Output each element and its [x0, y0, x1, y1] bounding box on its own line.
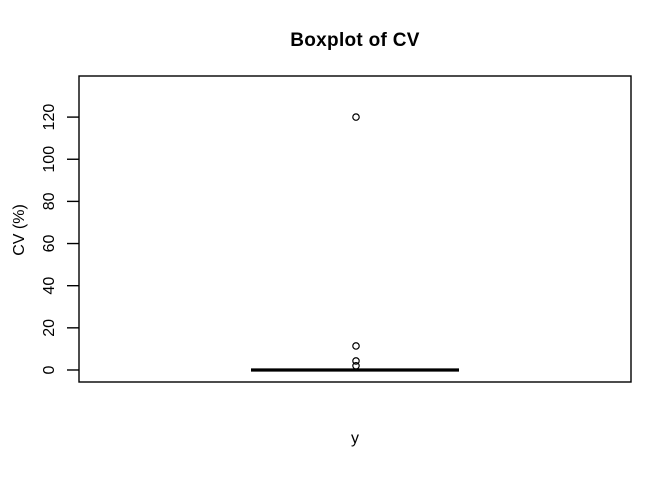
chart-title: Boxplot of CV: [290, 30, 420, 51]
y-axis-tick-label: 20: [41, 319, 58, 337]
y-axis-tick-label: 0: [41, 365, 58, 374]
outlier-point: [352, 113, 360, 121]
y-axis-tick-label: 60: [41, 235, 58, 253]
outlier-point: [352, 342, 360, 350]
x-axis-label: y: [351, 430, 359, 447]
plot-frame: [78, 75, 632, 383]
outlier-point: [352, 357, 360, 365]
y-axis-tick-label: 80: [41, 192, 58, 210]
outlier-point: [352, 361, 360, 370]
y-axis-tick-label: 40: [41, 277, 58, 295]
y-axis-tick-label: 120: [41, 104, 58, 131]
y-axis-tick-label: 100: [41, 146, 58, 173]
